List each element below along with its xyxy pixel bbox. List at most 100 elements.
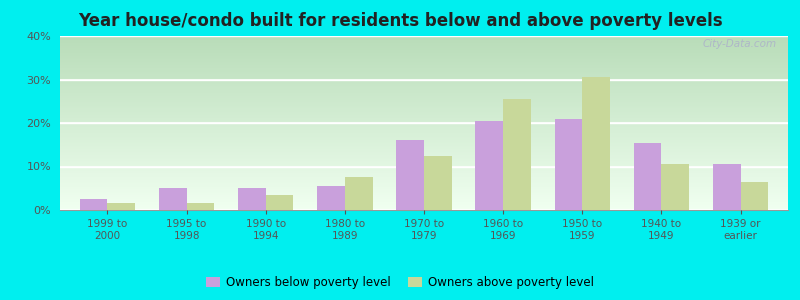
Bar [60, 152, 788, 153]
Bar [60, 145, 788, 146]
Bar [107, 203, 135, 210]
Bar [60, 155, 788, 156]
Bar [60, 58, 788, 59]
Bar [60, 127, 788, 128]
Bar [60, 129, 788, 130]
Bar [60, 72, 788, 73]
Bar [60, 134, 788, 135]
Bar [60, 92, 788, 93]
Bar [60, 78, 788, 79]
Bar [60, 147, 788, 148]
Bar [80, 199, 107, 210]
Bar [60, 51, 788, 52]
Bar [60, 83, 788, 84]
Bar [60, 186, 788, 187]
Bar [60, 184, 788, 185]
Bar [60, 86, 788, 87]
Bar [60, 124, 788, 125]
Bar [60, 180, 788, 181]
Bar [60, 96, 788, 97]
Bar [60, 117, 788, 118]
Bar [60, 169, 788, 170]
Bar [60, 125, 788, 126]
Bar [60, 119, 788, 120]
Bar [60, 165, 788, 166]
Bar [60, 123, 788, 124]
Bar [60, 40, 788, 41]
Bar [60, 164, 788, 165]
Bar [60, 118, 788, 119]
Bar [60, 71, 788, 72]
Bar [60, 76, 788, 77]
Bar [60, 178, 788, 179]
Bar [60, 149, 788, 150]
Bar [60, 126, 788, 127]
Bar [60, 198, 788, 199]
Bar [60, 205, 788, 206]
Bar [60, 137, 788, 138]
Bar [60, 158, 788, 159]
Bar [60, 54, 788, 55]
Bar [60, 44, 788, 45]
Bar [60, 120, 788, 121]
Bar [60, 80, 788, 81]
Bar [60, 53, 788, 54]
Bar [60, 114, 788, 115]
Bar [60, 84, 788, 85]
Bar [60, 61, 788, 62]
Bar [424, 156, 452, 210]
Bar [60, 170, 788, 171]
Bar [60, 202, 788, 203]
Bar [60, 68, 788, 69]
Bar [60, 92, 788, 93]
Bar [60, 97, 788, 98]
Bar [60, 203, 788, 204]
Bar [60, 135, 788, 136]
Bar [60, 38, 788, 39]
Bar [60, 36, 788, 37]
Bar [60, 207, 788, 208]
Bar [317, 186, 345, 210]
Bar [60, 200, 788, 201]
Bar [60, 42, 788, 43]
Bar [60, 197, 788, 198]
Bar [60, 94, 788, 95]
Bar [60, 193, 788, 194]
Bar [60, 199, 788, 200]
Bar [60, 171, 788, 172]
Bar [60, 182, 788, 183]
Bar [60, 157, 788, 158]
Bar [60, 183, 788, 184]
Bar [60, 177, 788, 178]
Bar [60, 168, 788, 169]
Bar [60, 206, 788, 207]
Bar [60, 90, 788, 91]
Bar [60, 150, 788, 151]
Bar [60, 57, 788, 58]
Bar [60, 154, 788, 155]
Bar [60, 55, 788, 56]
Bar [60, 100, 788, 101]
Bar [60, 67, 788, 68]
Bar [60, 189, 788, 190]
Bar [662, 164, 689, 210]
Bar [60, 46, 788, 47]
Bar [60, 104, 788, 105]
Bar [60, 190, 788, 191]
Bar [60, 209, 788, 210]
Bar [60, 50, 788, 51]
Bar [60, 153, 788, 154]
Bar [60, 194, 788, 195]
Bar [60, 143, 788, 144]
Bar [60, 87, 788, 88]
Bar [60, 188, 788, 189]
Bar [741, 182, 768, 210]
Bar [60, 107, 788, 108]
Bar [60, 179, 788, 180]
Bar [60, 163, 788, 164]
Bar [60, 112, 788, 113]
Bar [475, 121, 503, 210]
Bar [60, 121, 788, 122]
Bar [60, 52, 788, 53]
Bar [60, 173, 788, 174]
